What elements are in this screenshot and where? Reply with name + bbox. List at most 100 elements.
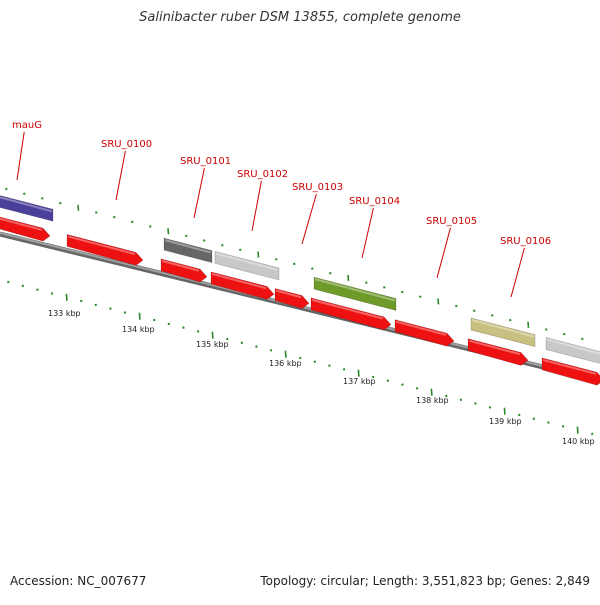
inner-tick xyxy=(153,318,156,322)
cds-arrow-8-shape xyxy=(467,338,529,366)
inner-tick xyxy=(518,413,521,417)
cds-arrow-7-bevel xyxy=(395,320,447,336)
outer-tick xyxy=(131,220,134,224)
outer-tick xyxy=(347,274,350,282)
outer-tick xyxy=(419,295,422,298)
gene-leader-sru_0101 xyxy=(193,167,205,219)
cds-arrow-8 xyxy=(467,338,529,366)
inner-tick xyxy=(109,307,112,310)
cds-arrow-6-bevel xyxy=(311,298,384,320)
gene-leader-sru_0106 xyxy=(510,247,525,298)
outer-tick xyxy=(545,328,548,331)
cds-arrow-5 xyxy=(274,288,310,309)
kbp-label-3: 135 kbp xyxy=(196,340,229,349)
cds-arrow-9-bevel xyxy=(542,358,597,375)
inner-tick xyxy=(21,284,25,288)
inner-tick xyxy=(415,387,419,390)
outer-tick xyxy=(95,211,98,214)
cds-arrow-2-shape xyxy=(66,234,144,266)
inner-tick xyxy=(269,349,273,352)
gene-label-sru_0106: SRU_0106 xyxy=(500,236,551,247)
outer-tick xyxy=(23,192,26,195)
kbp-label-2: 134 kbp xyxy=(122,325,155,334)
outer-tick xyxy=(113,215,116,219)
cds-arrow-6 xyxy=(310,297,392,331)
gene-leader-maug xyxy=(16,131,25,181)
outer-tick xyxy=(239,248,242,252)
outer-tick xyxy=(77,204,80,211)
gene-label-maug: mauG xyxy=(12,120,42,131)
outer-tick xyxy=(437,298,440,305)
cog-block-next xyxy=(545,337,600,364)
inner-tick xyxy=(36,288,39,291)
cog-block-maug xyxy=(0,195,54,222)
outer-tick xyxy=(293,262,296,266)
gene-leader-sru_0103 xyxy=(301,193,317,245)
inner-tick xyxy=(488,406,492,409)
accession-label: Accession: NC_007677 xyxy=(10,574,147,588)
kbp-label-1: 133 kbp xyxy=(48,309,81,318)
cds-arrow-7 xyxy=(394,319,455,347)
cog-block-sru_0101-shape xyxy=(163,237,213,264)
cog-block-sru_0104-shape xyxy=(313,276,397,311)
cds-arrow-1-shape xyxy=(0,216,51,242)
outer-tick xyxy=(5,187,8,191)
outer-tick xyxy=(563,332,566,336)
gene-label-sru_0102: SRU_0102 xyxy=(237,169,288,180)
outer-tick xyxy=(167,228,170,235)
cog-block-sru_0102-bevel xyxy=(215,252,279,272)
cds-arrow-8-bevel xyxy=(468,339,521,356)
outer-tick xyxy=(365,281,368,284)
outer-tick xyxy=(257,251,260,258)
kbp-label-6: 138 kbp xyxy=(416,396,449,405)
inner-tick xyxy=(576,426,579,434)
inner-tick xyxy=(138,312,141,320)
gene-label-sru_0103: SRU_0103 xyxy=(292,182,343,193)
gene-leader-sru_0104 xyxy=(361,207,374,259)
inner-tick xyxy=(401,383,404,386)
outer-tick xyxy=(329,272,332,275)
cog-block-sru_0106 xyxy=(470,317,536,347)
kbp-label-5: 137 kbp xyxy=(343,377,376,386)
outer-tick xyxy=(383,286,386,289)
map-title: Salinibacter ruber DSM 13855, complete g… xyxy=(139,10,461,25)
inner-tick xyxy=(255,345,258,348)
inner-tick xyxy=(328,364,331,367)
inner-tick xyxy=(196,330,200,333)
cog-block-next-bevel xyxy=(546,338,600,355)
cds-arrow-1-bevel xyxy=(0,217,43,231)
inner-tick xyxy=(284,350,287,358)
cog-block-sru_0101-bevel xyxy=(164,239,212,254)
cds-arrow-4-shape xyxy=(210,271,275,300)
genome-summary: Topology: circular; Length: 3,551,823 bp… xyxy=(260,574,590,588)
cds-arrow-3-bevel xyxy=(161,259,200,272)
inner-tick xyxy=(313,360,317,364)
gene-leader-sru_0102 xyxy=(251,180,262,232)
outer-tick xyxy=(527,321,530,328)
outer-tick xyxy=(401,290,404,294)
outer-tick xyxy=(41,197,44,200)
cds-arrow-5-bevel xyxy=(275,289,302,299)
outer-tick xyxy=(185,234,188,238)
outer-tick xyxy=(509,318,512,322)
outer-tick xyxy=(59,201,62,205)
cds-arrow-6-shape xyxy=(310,297,392,331)
cds-arrow-1 xyxy=(0,216,51,242)
outer-tick xyxy=(149,225,152,228)
inner-tick xyxy=(299,356,302,360)
cog-block-next-shape xyxy=(545,337,600,364)
cog-block-maug-shape xyxy=(0,195,54,222)
inner-tick xyxy=(342,368,346,371)
outer-tick xyxy=(581,337,584,341)
inner-tick xyxy=(445,394,448,398)
cds-arrow-4 xyxy=(210,271,275,300)
outer-tick xyxy=(275,258,278,261)
cds-arrow-3 xyxy=(160,258,208,283)
cds-arrow-5-shape xyxy=(274,288,310,309)
inner-tick xyxy=(94,303,98,307)
cds-arrow-2 xyxy=(66,234,144,266)
inner-tick xyxy=(50,292,54,295)
inner-tick xyxy=(357,369,360,377)
inner-tick xyxy=(65,293,68,301)
